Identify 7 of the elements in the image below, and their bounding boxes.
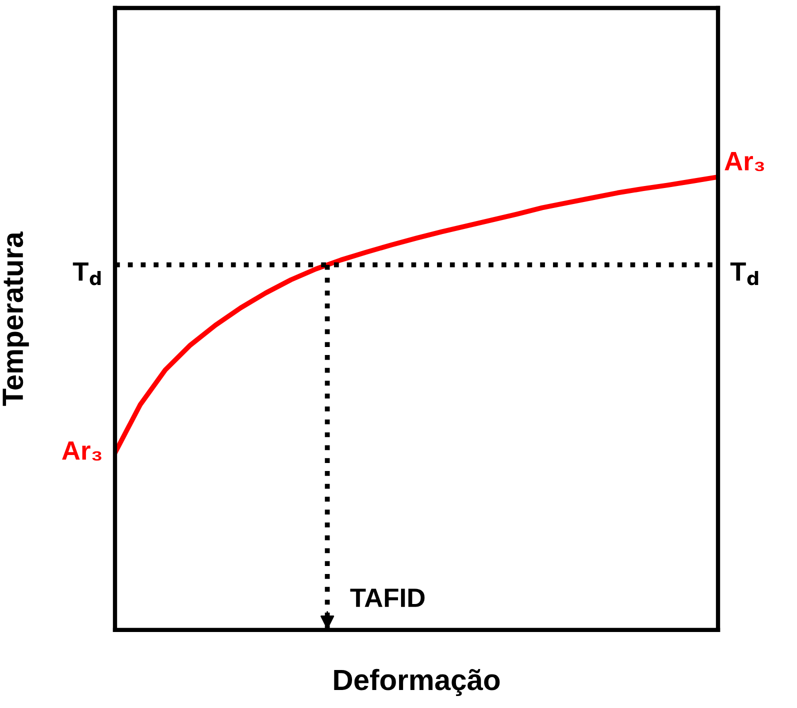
series-label: Ar₃ xyxy=(724,152,764,172)
x-axis-title: Deformação xyxy=(334,668,500,696)
annotation: TAFID xyxy=(350,588,425,607)
y-axis-title: Temperatura xyxy=(2,232,29,406)
text: T$_{d}$ xyxy=(72,262,101,286)
ref-line-label: T$_{d}$ xyxy=(730,262,758,286)
text: Ar₃ xyxy=(62,442,102,461)
